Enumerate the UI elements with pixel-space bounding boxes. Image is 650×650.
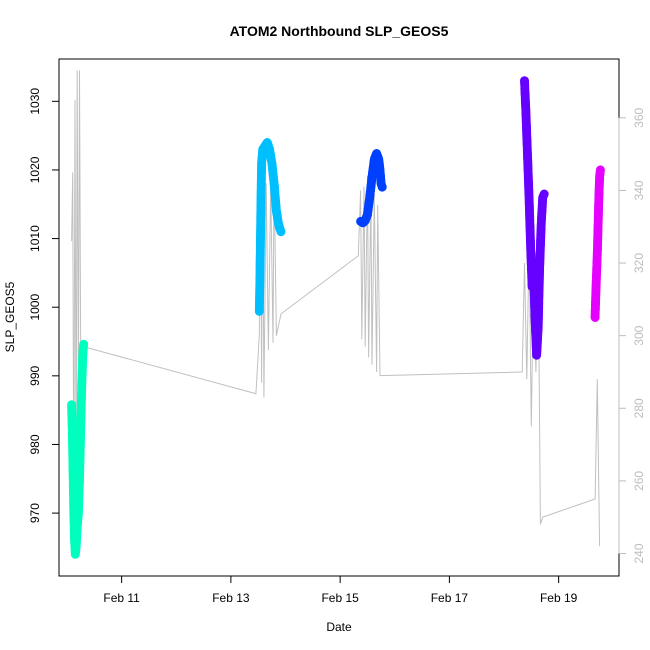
- y2-tick-label: 300: [632, 325, 646, 345]
- y2-tick-label: 280: [632, 398, 646, 418]
- grey-series-layer: [71, 70, 601, 547]
- points-layer: [67, 76, 605, 559]
- y2-tick-label: 260: [632, 471, 646, 491]
- y-axis-left: 970 980 990 1000 1010 1020 1030: [28, 88, 60, 523]
- y2-tick-label: 240: [632, 543, 646, 563]
- y2-tick-label: 340: [632, 180, 646, 200]
- data-point-series-3: [377, 182, 387, 192]
- y2-tick-label: 360: [632, 107, 646, 127]
- x-axis: Feb 11 Feb 13 Feb 15 Feb 17 Feb 19: [103, 575, 578, 605]
- x-tick-label: Feb 19: [540, 591, 578, 605]
- y-tick-label: 1030: [28, 88, 42, 115]
- y-tick-label: 970: [28, 503, 42, 523]
- y-axis-title: SLP_GEOS5: [3, 281, 17, 352]
- x-tick-label: Feb 17: [431, 591, 469, 605]
- data-point-series-5: [595, 165, 605, 175]
- grey-series-line: [71, 70, 601, 547]
- chart-title: ATOM2 Northbound SLP_GEOS5: [230, 23, 449, 39]
- data-point-series-2: [276, 227, 286, 237]
- data-point-series-4: [539, 189, 549, 199]
- x-axis-title: Date: [326, 620, 352, 634]
- data-point-series-1: [79, 339, 89, 349]
- y-axis-right: 240 260 280 300 320 340 360: [618, 107, 646, 564]
- x-tick-label: Feb 11: [103, 591, 140, 605]
- y-tick-label: 1010: [28, 225, 42, 252]
- y-tick-label: 1020: [28, 156, 42, 183]
- y2-tick-label: 320: [632, 253, 646, 273]
- y-tick-label: 990: [28, 365, 42, 385]
- x-tick-label: Feb 13: [212, 591, 250, 605]
- y-tick-label: 980: [28, 434, 42, 454]
- x-tick-label: Feb 15: [321, 591, 359, 605]
- y-tick-label: 1000: [28, 294, 42, 321]
